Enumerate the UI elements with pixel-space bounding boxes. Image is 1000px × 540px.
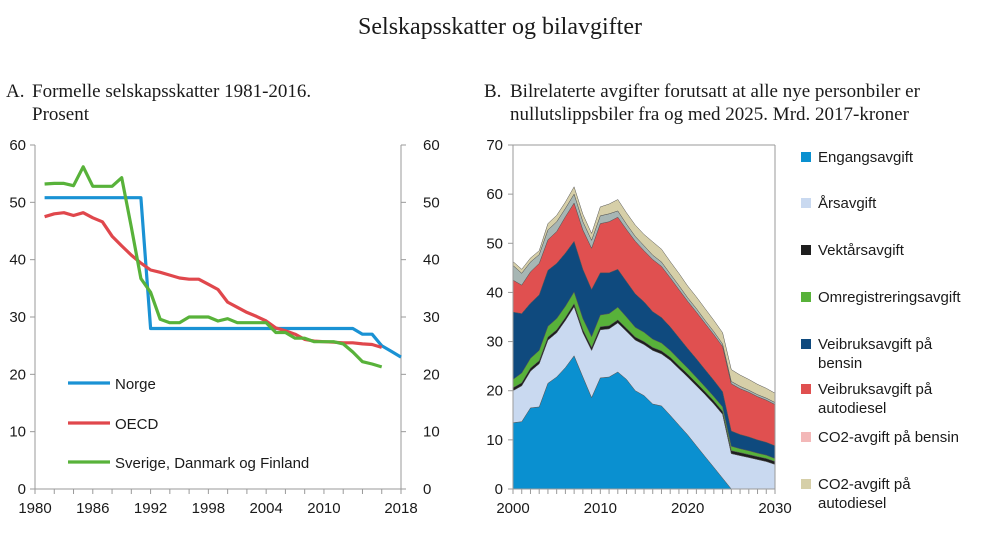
panel-a-label: A. [6, 81, 25, 102]
chart-a-y-tick-label: 60 [9, 137, 26, 154]
chart-a-y-tick-label-right: 40 [423, 252, 440, 269]
panel-a-title: A. Formelle selskapsskatter 1981-2016. P… [6, 80, 426, 126]
chart-a-x-tick-label: 2010 [307, 500, 340, 517]
chart-b-y-tick-label: 10 [486, 432, 503, 449]
chart-b-legend-swatch [801, 432, 811, 442]
chart-a-x-tick-label: 2004 [249, 500, 282, 517]
panel-b-title-line-1: Bilrelaterte avgifter forutsatt at alle … [510, 81, 920, 102]
chart-b-legend-label: Veibruksavgift på [818, 336, 933, 353]
chart-a-y-tick-label-right: 20 [423, 366, 440, 383]
panel-b-title-line-2: nullutslippsbiler fra og med 2025. Mrd. … [510, 104, 909, 125]
chart-b-x-tick-label: 2000 [496, 500, 529, 517]
chart-a-y-tick-label: 40 [9, 252, 26, 269]
panel-a-title-line-1: Formelle selskapsskatter 1981-2016. [32, 81, 312, 102]
chart-b-legend-label: Årsavgift [818, 195, 877, 212]
chart-a-y-tick-label: 0 [18, 481, 26, 498]
panel-a-title-line-2: Prosent [32, 104, 89, 125]
chart-b-x-tick-label: 2020 [671, 500, 704, 517]
chart-a-y-tick-label: 50 [9, 194, 26, 211]
chart-a-series-line-0 [44, 196, 402, 359]
chart-b-legend-label: Engangsavgift [818, 149, 914, 166]
chart-b-legend-swatch [801, 384, 811, 394]
chart-b-legend-swatch [801, 479, 811, 489]
chart-b-y-tick-label: 50 [486, 235, 503, 252]
panel-b-label: B. [484, 81, 502, 102]
chart-a-legend-label: OECD [115, 416, 159, 433]
chart-a-legend-label: Norge [115, 376, 156, 393]
chart-a-x-tick-label: 1998 [192, 500, 225, 517]
chart-b-legend-swatch [801, 245, 811, 255]
chart-a-legend-label: Sverige, Danmark og Finland [115, 455, 309, 472]
chart-b-y-tick-label: 40 [486, 284, 503, 301]
chart-b-y-tick-label: 30 [486, 334, 503, 351]
chart-a: 0 10 20 30 40 50 60 0 10 20 30 40 50 60 1980 1986 1992 19… [9, 137, 439, 517]
chart-a-y-tick-label: 10 [9, 424, 26, 441]
chart-a-y-tick-label: 20 [9, 366, 26, 383]
chart-b-x-tick-label: 2030 [758, 500, 791, 517]
chart-b-legend-swatch [801, 152, 811, 162]
chart-b-legend-label: Omregistreringsavgift [818, 289, 961, 306]
chart-a-y-tick-label-right: 30 [423, 309, 440, 326]
chart-a-series-line-2 [44, 165, 383, 369]
chart-b-legend-swatch [801, 292, 811, 302]
chart-b-legend-label: CO2-avgift på bensin [818, 429, 959, 446]
chart-a-y-tick-label-right: 60 [423, 137, 440, 154]
chart-b-legend-label: Veibruksavgift på [818, 381, 933, 398]
chart-a-y-tick-label-right: 0 [423, 481, 431, 498]
chart-b-y-tick-label: 20 [486, 383, 503, 400]
chart-b-legend-label: bensin [818, 355, 862, 372]
chart-b-legend-label: CO2-avgift på [818, 476, 911, 493]
figure-title: Selskapsskatter og bilavgifter [358, 14, 642, 40]
chart-b-legend-label: autodiesel [818, 400, 886, 417]
chart-b-x-tick-label: 2010 [584, 500, 617, 517]
chart-a-x-tick-label: 2018 [384, 500, 417, 517]
chart-b-legend-label: autodiesel [818, 495, 886, 512]
chart-b-y-tick-label: 70 [486, 137, 503, 154]
panel-b-title: B. Bilrelaterte avgifter forutsatt at al… [484, 80, 1000, 126]
chart-b-legend-swatch [801, 198, 811, 208]
chart-b-legend-swatch [801, 339, 811, 349]
chart-a-y-tick-label-right: 50 [423, 194, 440, 211]
chart-a-x-tick-label: 1986 [76, 500, 109, 517]
chart-b-legend-label: Vektårsavgift [818, 242, 905, 259]
chart-b-y-tick-label: 0 [495, 481, 503, 498]
chart-a-x-tick-label: 1992 [134, 500, 167, 517]
chart-b-y-tick-label: 60 [486, 186, 503, 203]
chart-a-y-tick-label: 30 [9, 309, 26, 326]
chart-a-y-tick-label-right: 10 [423, 424, 440, 441]
chart-a-x-tick-label: 1980 [18, 500, 51, 517]
